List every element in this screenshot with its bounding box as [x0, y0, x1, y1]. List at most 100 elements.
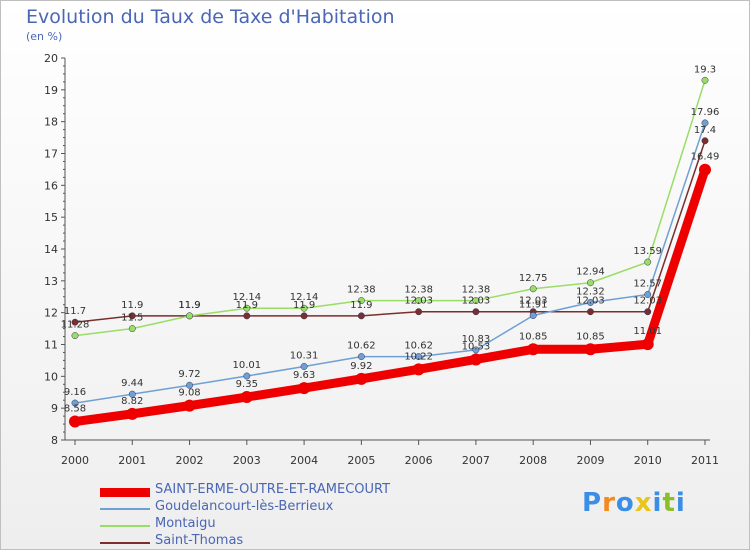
logo-letter: t	[662, 488, 676, 518]
y-tick-label: 8	[51, 434, 58, 447]
data-point	[644, 258, 652, 266]
y-tick-label: 12	[44, 307, 58, 320]
data-label: 11.9	[121, 300, 143, 311]
data-point	[300, 363, 308, 370]
y-tick-label: 9	[51, 402, 58, 415]
data-point	[527, 343, 540, 356]
data-point	[641, 338, 654, 351]
data-point	[587, 299, 594, 306]
x-tick-label: 2011	[691, 454, 719, 467]
data-label: 17.96	[691, 107, 720, 118]
y-tick-label: 19	[44, 84, 58, 97]
data-point	[587, 279, 594, 287]
data-point	[300, 312, 308, 320]
data-point	[644, 308, 652, 316]
data-point	[415, 297, 423, 305]
data-point	[71, 399, 79, 407]
x-tick-label: 2010	[634, 454, 662, 467]
data-point	[701, 137, 709, 145]
logo-letter: P	[582, 488, 603, 518]
series-line	[74, 140, 706, 323]
data-point	[644, 291, 652, 298]
data-point	[126, 407, 139, 420]
data-label: 10.62	[404, 341, 433, 352]
data-label: 9.92	[350, 361, 372, 372]
legend-swatch	[100, 508, 150, 510]
data-label: 11.9	[178, 300, 200, 311]
data-point	[357, 297, 365, 305]
data-point	[355, 372, 368, 385]
y-tick-label: 13	[44, 275, 58, 288]
data-label: 12.03	[519, 296, 548, 307]
logo-letter: o	[615, 488, 635, 518]
data-label: 8.58	[64, 404, 86, 415]
data-label: 9.35	[236, 379, 258, 390]
proxiti-logo: Proxiti	[582, 488, 686, 518]
data-label: 10.85	[519, 331, 548, 342]
data-point	[71, 318, 79, 326]
data-label: 11.01	[633, 326, 662, 337]
logo-letter: r	[602, 488, 616, 518]
data-label: 16.49	[691, 152, 720, 163]
legend-swatch	[100, 525, 150, 527]
y-tick-label: 16	[44, 179, 58, 192]
data-point	[472, 308, 480, 316]
data-label: 11.9	[350, 300, 372, 311]
data-label: 11.91	[519, 300, 548, 311]
chart-title: Evolution du Taux de Taxe d'Habitation	[26, 6, 395, 28]
data-label: 12.03	[404, 296, 433, 307]
data-point	[587, 308, 594, 316]
data-label: 13.59	[633, 246, 662, 257]
data-point	[186, 312, 193, 320]
data-point	[71, 332, 79, 340]
data-point	[128, 390, 136, 398]
data-label: 9.16	[64, 387, 86, 398]
data-label: 12.03	[633, 296, 662, 307]
data-point	[300, 304, 308, 312]
data-label: 11.28	[61, 320, 90, 331]
y-tick-label: 15	[44, 211, 58, 224]
data-point	[183, 399, 196, 412]
data-label: 9.08	[178, 388, 200, 399]
data-point	[415, 308, 423, 316]
data-point	[472, 297, 480, 305]
data-label: 12.14	[290, 292, 319, 303]
data-label: 10.01	[232, 360, 261, 371]
x-tick-label: 2006	[405, 454, 433, 467]
data-label: 12.75	[519, 273, 548, 284]
data-label: 12.38	[462, 285, 491, 296]
data-point	[584, 343, 597, 356]
data-point	[699, 163, 711, 176]
y-tick-label: 18	[44, 116, 58, 129]
data-label: 17.4	[694, 125, 716, 136]
data-point	[529, 285, 537, 293]
data-point	[412, 363, 425, 376]
legend-label: Goudelancourt-lès-Berrieux	[155, 499, 334, 514]
series-line	[74, 168, 710, 426]
data-label: 9.72	[178, 369, 200, 380]
x-tick-label: 2005	[347, 454, 375, 467]
data-point	[415, 353, 423, 361]
data-point	[186, 381, 193, 389]
data-label: 11.9	[178, 300, 200, 311]
data-label: 12.32	[576, 286, 605, 297]
data-label: 9.44	[121, 378, 143, 389]
legend-label: Saint-Thomas	[155, 533, 244, 548]
data-point	[357, 353, 365, 361]
data-point	[243, 304, 251, 312]
y-tick-label: 11	[44, 339, 58, 352]
data-point	[701, 76, 709, 84]
data-label: 12.03	[462, 296, 491, 307]
data-point	[243, 312, 251, 320]
data-label: 10.31	[290, 350, 319, 361]
data-point	[69, 415, 81, 428]
data-label: 11.7	[64, 306, 86, 317]
data-label: 19.3	[694, 64, 716, 75]
x-tick-label: 2007	[462, 454, 490, 467]
x-tick-label: 2009	[576, 454, 604, 467]
data-label: 11.9	[293, 300, 315, 311]
data-point	[240, 391, 253, 404]
data-point	[469, 353, 482, 366]
data-point	[357, 312, 365, 320]
